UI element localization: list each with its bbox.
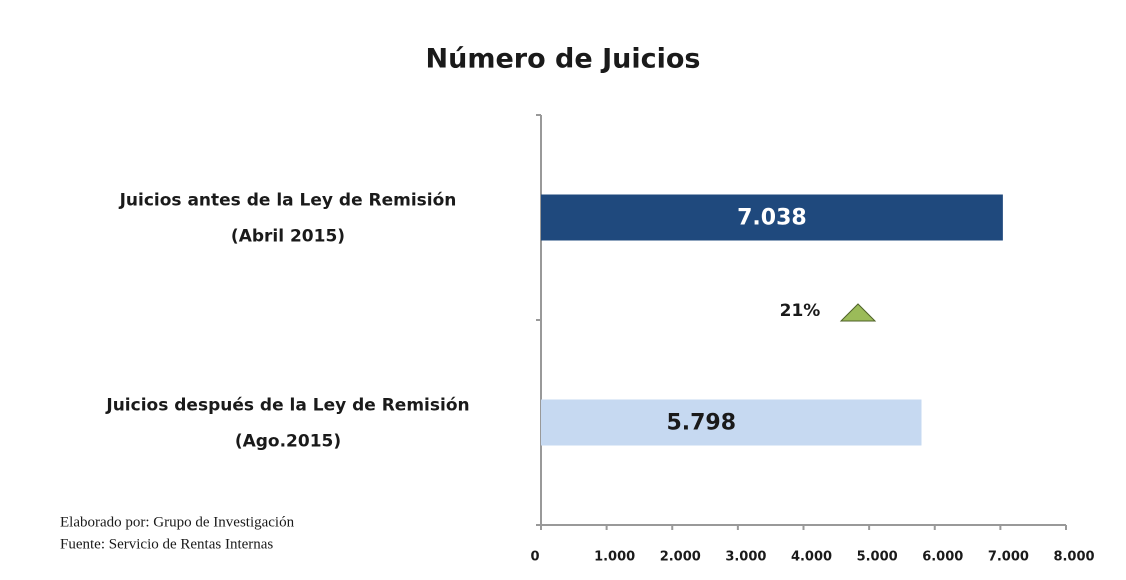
value-label: 7.038 <box>737 206 807 231</box>
x-tick-label: 3.000 <box>725 550 766 565</box>
y-tick-label: Juicios después de la Ley de Remisión <box>105 396 469 416</box>
x-tick-label: 0 <box>530 550 539 565</box>
up-triangle <box>839 303 877 322</box>
bar <box>541 399 922 446</box>
footnote: Fuente: Servicio de Rentas Internas <box>60 536 273 552</box>
x-tick-label: 5.000 <box>857 550 898 565</box>
x-tick-label: 4.000 <box>791 550 832 565</box>
footnote: Elaborado por: Grupo de Investigación <box>60 514 295 530</box>
x-tick-label: 7.000 <box>988 550 1029 565</box>
x-tick-label: 8.000 <box>1053 550 1094 565</box>
y-tick-label: Juicios antes de la Ley de Remisión <box>119 191 457 211</box>
x-tick-label: 6.000 <box>922 550 963 565</box>
bar <box>541 194 1003 241</box>
y-tick-label: (Abril 2015) <box>231 227 345 247</box>
y-tick-label: (Ago.2015) <box>235 432 341 452</box>
value-label: 5.798 <box>666 411 736 436</box>
annotation: 21% <box>780 301 821 321</box>
chart-title: Número de Juicios <box>426 44 701 75</box>
x-tick-label: 1.000 <box>594 550 635 565</box>
x-tick-label: 2.000 <box>660 550 701 565</box>
